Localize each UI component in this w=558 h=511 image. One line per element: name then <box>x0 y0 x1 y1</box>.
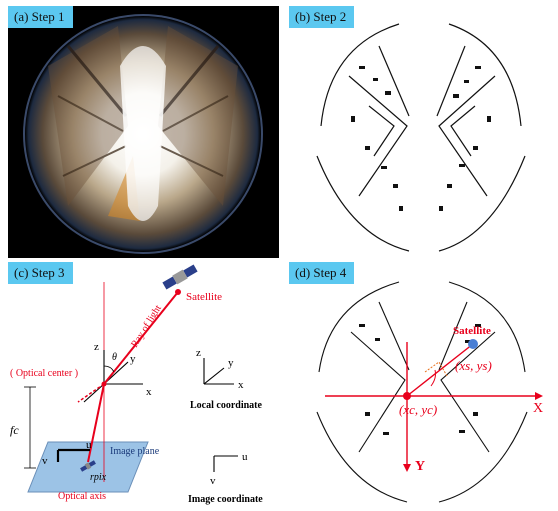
panel-d-projection: Satellite (xs, ys) (xc, yc) X Y (d) Step… <box>289 262 553 507</box>
satellite-icon <box>162 264 198 290</box>
satellite-label-d: Satellite <box>453 325 491 337</box>
center-coords-label: (xc, yc) <box>399 402 437 417</box>
image-v-label: v <box>210 475 216 487</box>
image-plane-label: Image plane <box>110 446 160 457</box>
axis-y-label: y <box>130 353 136 365</box>
panel-b-tag: (b) Step 2 <box>289 6 355 28</box>
panel-c-camera-model: Satellite Ray of light ( Optical center … <box>8 262 279 507</box>
local-y-label: y <box>228 357 234 369</box>
local-z-label: z <box>196 347 201 359</box>
panel-d-tag: (d) Step 4 <box>289 262 355 284</box>
u-label: u <box>86 439 92 451</box>
panel-b-edge-image: (b) Step 2 <box>289 6 553 258</box>
y-axis-label: Y <box>415 459 425 474</box>
image-coordinate-axes <box>213 455 238 472</box>
v-label: v <box>42 455 48 467</box>
satellite-label: Satellite <box>186 291 222 303</box>
ray-label: Ray of light <box>129 303 164 350</box>
panel-a-fisheye-photo: (a) Step 1 <box>8 6 279 258</box>
fc-label: fc <box>10 423 19 437</box>
satellite-coords-label: (xs, ys) <box>455 358 492 373</box>
satellite-point <box>468 339 478 349</box>
axis-z-label: z <box>94 341 99 353</box>
edge-sketch <box>316 23 526 252</box>
image-u-label: u <box>242 451 248 463</box>
panel-c-tag: (c) Step 3 <box>8 262 73 284</box>
theta-label: θ <box>112 352 117 363</box>
optical-center-label: ( Optical center ) <box>10 368 78 379</box>
panel-a-tag: (a) Step 1 <box>8 6 73 28</box>
projected-satellite-icon <box>80 460 96 472</box>
axis-x-label: x <box>146 386 152 398</box>
local-coordinate-label: Local coordinate <box>190 400 262 411</box>
image-coordinate-label: Image coordinate <box>188 494 263 505</box>
x-axis-label: X <box>533 401 543 416</box>
local-coordinate-axes <box>203 358 234 385</box>
fisheye-image <box>8 6 279 258</box>
camera-model-diagram: Satellite Ray of light ( Optical center … <box>10 264 263 505</box>
rpix-label: rpix <box>90 472 107 483</box>
local-x-label: x <box>238 379 244 391</box>
optical-axis-label: Optical axis <box>58 491 106 502</box>
projection-diagram: Satellite (xs, ys) (xc, yc) X Y <box>316 281 543 503</box>
ray-of-light <box>103 291 179 385</box>
